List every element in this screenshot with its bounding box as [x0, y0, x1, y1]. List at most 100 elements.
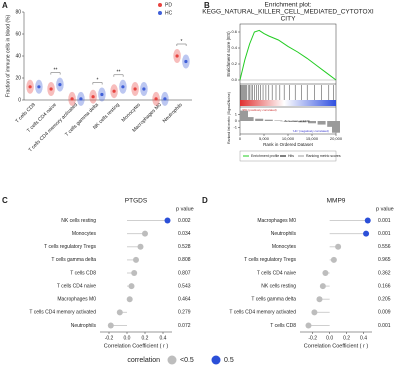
median-dot	[133, 87, 137, 91]
metric-bar	[288, 121, 297, 122]
y-axis-label: Enrichment score (ES)	[226, 31, 231, 77]
category-label: Macrophages M0	[257, 218, 296, 224]
legend-label: <0.5	[180, 357, 194, 364]
x-tick-label: Monocytes	[121, 102, 143, 124]
legend-swatch	[167, 355, 177, 365]
annotation: 'PD' (positively correlated)	[242, 108, 277, 112]
y-tick-label: 0.4	[231, 45, 237, 50]
median-dot	[79, 97, 83, 101]
dot	[128, 283, 135, 290]
y-tick-label: 0.6	[231, 29, 237, 34]
metric-bar	[264, 119, 273, 121]
category-label: T cells regulatory Tregs	[44, 244, 96, 250]
y2-tick-label: -1	[233, 125, 237, 130]
category-label: T cells CD4 naive	[57, 283, 96, 289]
category-label: Monocytes	[72, 231, 97, 237]
legend-swatch	[158, 3, 162, 7]
median-dot	[70, 97, 74, 101]
dot	[126, 296, 133, 303]
sig-bracket	[50, 72, 61, 75]
p-header: p value	[176, 206, 194, 212]
p-value: 0.556	[378, 244, 391, 250]
chart-title: Enrichment plot:	[265, 2, 312, 9]
dot	[330, 256, 337, 263]
metric-bar	[308, 121, 316, 124]
p-value: 0.543	[178, 283, 191, 289]
p-value: 0.072	[178, 323, 191, 329]
dot	[107, 322, 114, 329]
dot	[305, 322, 312, 329]
median-dot	[100, 92, 104, 97]
category-label: Neutrophils	[271, 231, 297, 237]
median-dot	[37, 85, 41, 89]
x-tick-label: 0.0	[124, 335, 131, 341]
enrichment-curve	[239, 29, 337, 81]
y-tick-label: 0.2	[231, 61, 237, 66]
p-value: 0.528	[178, 244, 191, 250]
category-label: NK cells resting	[61, 218, 96, 224]
panel-label: A	[2, 1, 8, 10]
p-value: 0.001	[378, 231, 391, 237]
metric-bar	[332, 121, 340, 133]
category-label: T cells CD8	[270, 323, 296, 329]
dot	[319, 283, 326, 290]
y2-tick-label: 1	[235, 112, 238, 117]
y-tick-label: 0	[18, 97, 21, 103]
x-tick-label: 20,000	[330, 136, 343, 141]
legend-label: Ranking metric scores	[306, 154, 341, 158]
dot	[142, 230, 148, 237]
y-tick-label: 60	[15, 31, 21, 37]
median-dot	[28, 85, 32, 89]
metric-bar	[298, 121, 307, 123]
dot	[133, 256, 139, 263]
sig-bracket	[113, 74, 124, 77]
category-label: T cells CD4 naive	[257, 270, 296, 276]
y-tick-label: 20	[15, 75, 21, 81]
x-tick-label: 10,000	[282, 136, 295, 141]
chart-title: PTGDS	[125, 198, 148, 205]
median-dot	[184, 59, 188, 64]
p-value: 0.808	[178, 257, 191, 263]
legend-label: Enrichment profile	[251, 154, 279, 158]
p-value: 0.166	[378, 283, 391, 289]
category-label: NK cells resting	[261, 283, 296, 289]
sig-bracket	[92, 82, 103, 85]
y-axis-label: Fraction of immune cells in blood (%)	[5, 15, 11, 98]
chart-title: KEGG_NATURAL_KILLER_CELL_MEDIATED_CYTOTO…	[202, 9, 374, 16]
frame	[239, 23, 337, 135]
category-label: T cells regulatory Tregs	[244, 257, 296, 263]
median-dot	[142, 87, 146, 91]
dot	[164, 217, 171, 224]
chart-title: CITY	[281, 16, 296, 23]
metric-bar	[255, 118, 264, 121]
median-dot	[112, 89, 116, 93]
category-label: T cells CD4 memory activated	[229, 310, 296, 316]
sig-bracket	[176, 43, 187, 46]
legend-label: 0.5	[224, 357, 234, 364]
significance: **	[54, 67, 58, 73]
metric-bar	[327, 121, 336, 127]
median-dot	[175, 54, 179, 58]
dot	[316, 296, 323, 303]
p-header: p value	[376, 206, 394, 212]
p-value: 0.034	[178, 231, 191, 237]
legend-swatch	[211, 355, 221, 365]
legend-label: Hits	[288, 154, 294, 158]
category-label: T cells gamma delta	[251, 297, 296, 303]
metric-bar	[240, 110, 248, 121]
x-tick-label: 0.2	[343, 335, 350, 341]
p-value: 0.205	[378, 297, 391, 303]
x-tick-label: 0	[239, 136, 242, 141]
chart-title: MMP9	[327, 198, 346, 205]
y-tick-label: 40	[15, 53, 21, 59]
metric-label: Ranked list metric (Signal2Noise)	[227, 92, 231, 144]
metric-bar	[317, 121, 326, 125]
category-label: Macrophages M0	[57, 297, 96, 303]
dot	[364, 217, 371, 224]
median-dot	[121, 85, 125, 89]
x-tick-label: 5,000	[259, 136, 270, 141]
x-tick-label: -0.2	[308, 335, 317, 341]
x-tick-label: -0.2	[105, 335, 114, 341]
median-dot	[49, 87, 53, 91]
